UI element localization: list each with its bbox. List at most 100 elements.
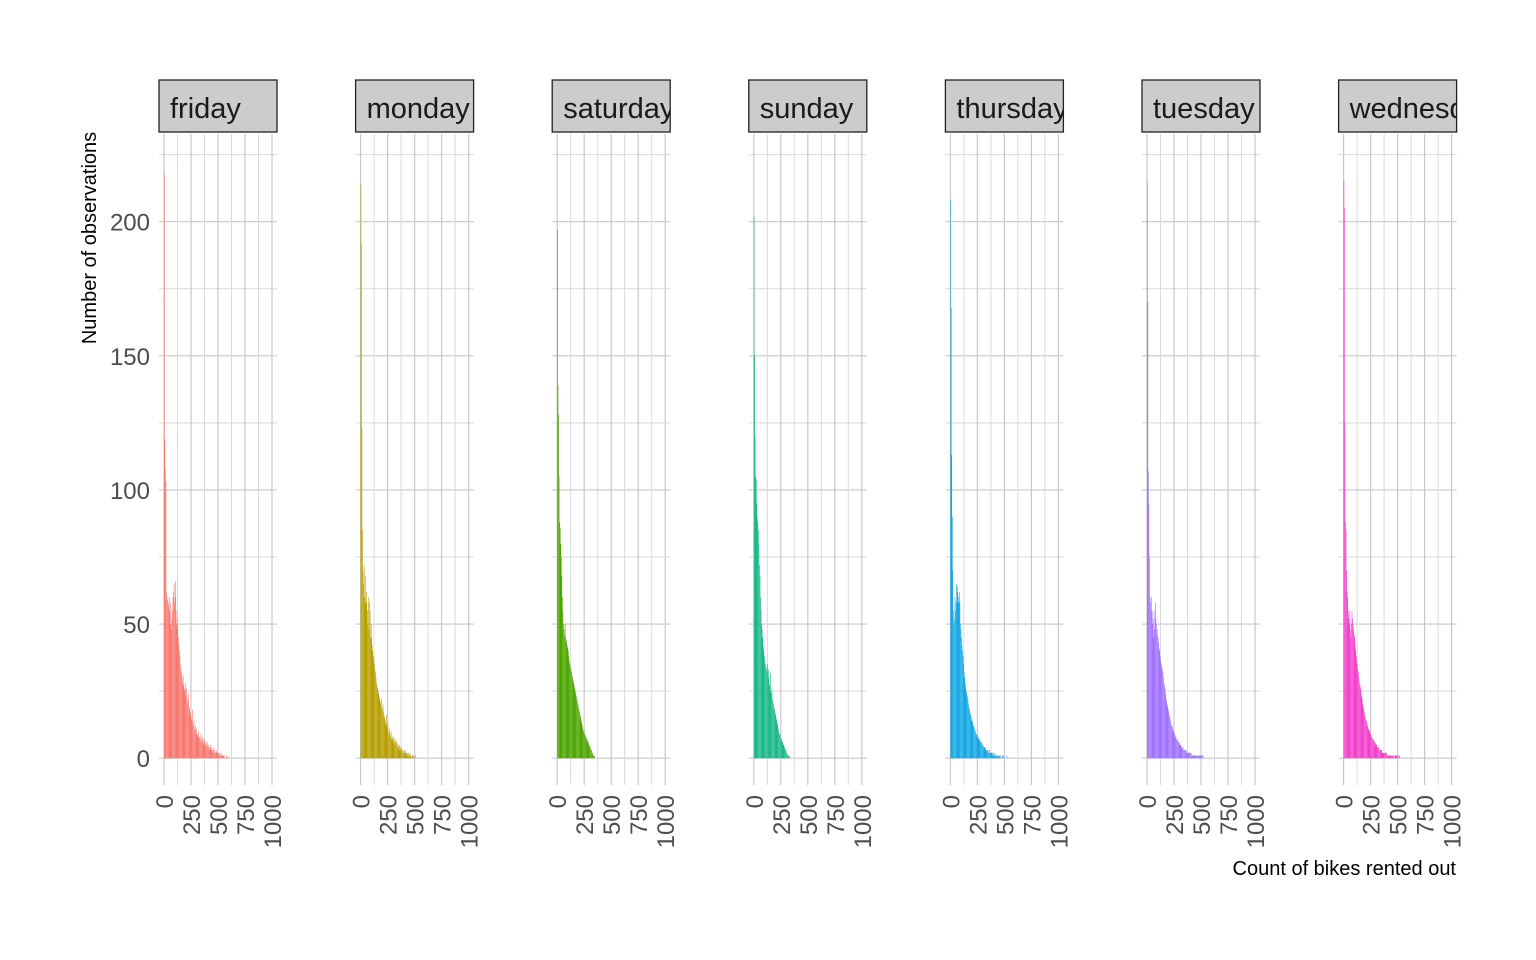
histogram-bar	[566, 642, 567, 759]
histogram-bar	[1162, 672, 1164, 759]
histogram-bar	[175, 581, 176, 759]
histogram-bar	[583, 731, 584, 759]
histogram-bar	[1154, 610, 1156, 759]
histogram-bar	[1195, 755, 1197, 759]
histogram-bar	[1396, 755, 1398, 759]
histogram-bar	[593, 755, 595, 759]
histogram-bar	[172, 597, 174, 759]
histogram-bar	[409, 752, 411, 759]
histogram-bar	[1349, 610, 1351, 759]
histogram-bar	[1353, 634, 1355, 759]
histogram-bar	[1192, 755, 1193, 759]
histogram-bar	[363, 583, 364, 759]
histogram-bar	[986, 750, 987, 759]
histogram-bar	[190, 715, 192, 759]
histogram-bar	[1370, 734, 1372, 759]
histogram-bar	[188, 707, 190, 759]
histogram-bar	[585, 736, 587, 759]
histogram-bar	[1348, 618, 1350, 759]
histogram-bar	[785, 750, 787, 759]
histogram-bar	[181, 677, 183, 759]
histogram-bar	[1364, 715, 1366, 759]
histogram-bar	[1352, 618, 1353, 759]
x-tick-label: 750	[233, 795, 260, 835]
histogram-bar	[1364, 712, 1365, 759]
histogram-bar	[1366, 723, 1368, 759]
histogram-bar	[383, 715, 385, 759]
histogram-bar	[399, 750, 401, 759]
histogram-bar	[952, 570, 954, 759]
histogram-bar	[360, 184, 362, 759]
histogram-bar	[1352, 624, 1354, 759]
facet-strip	[944, 79, 1065, 133]
histogram-bar	[1189, 752, 1190, 759]
histogram-bar	[584, 734, 585, 759]
histogram-bar	[173, 591, 174, 759]
histogram-bar	[1379, 750, 1380, 759]
histogram-bar	[562, 597, 563, 759]
histogram-bar	[379, 699, 381, 759]
histogram-bar	[1177, 742, 1179, 759]
histogram-bar	[222, 755, 224, 759]
histogram-bar	[994, 752, 996, 759]
histogram-bar	[761, 629, 763, 759]
histogram-bar	[226, 755, 227, 759]
histogram-bar	[1196, 755, 1197, 759]
x-tick-label: 250	[376, 795, 403, 835]
histogram-bar	[983, 747, 985, 759]
histogram-bar	[1386, 752, 1387, 759]
histogram-bar	[951, 455, 953, 759]
histogram-bar	[174, 597, 176, 759]
histogram-bar	[1006, 755, 1008, 759]
histogram-bar	[1367, 728, 1369, 759]
histogram-bar	[369, 610, 371, 759]
histogram-bar	[563, 629, 565, 759]
histogram-bar	[962, 650, 963, 759]
facet-panel-sunday: sunday 0 250 500 750 1000	[742, 79, 877, 848]
histogram-bar	[975, 731, 976, 759]
histogram-bar	[1346, 591, 1348, 759]
x-tick-label: 250	[965, 795, 992, 835]
histogram-bar	[578, 707, 579, 759]
histogram-bar	[1393, 755, 1394, 759]
histogram-bar	[1392, 755, 1393, 759]
histogram-bar	[561, 575, 563, 759]
histogram-bar	[197, 734, 199, 759]
histogram-bar	[582, 725, 583, 759]
histogram-bar	[387, 728, 388, 759]
facet-strip-label: thursday	[956, 93, 1068, 125]
histogram-bar	[560, 557, 562, 759]
histogram-bar	[771, 693, 772, 759]
histogram-bar	[1347, 610, 1349, 759]
histogram-bar	[1384, 752, 1386, 759]
histogram-bar	[179, 650, 180, 759]
histogram-bar	[1175, 736, 1177, 759]
histogram-bar	[773, 707, 775, 759]
histogram-bar	[764, 661, 766, 759]
histogram-bar	[198, 736, 200, 759]
histogram-bar	[995, 755, 996, 759]
histogram-bar	[381, 699, 382, 759]
histogram-bar	[956, 591, 958, 759]
histogram-bar	[969, 712, 971, 759]
histogram-bar	[400, 747, 401, 759]
histogram-bar	[389, 736, 391, 759]
histogram-bar	[589, 747, 591, 759]
histogram-bar	[398, 744, 400, 759]
histogram-bar	[199, 739, 200, 759]
histogram-bar	[760, 610, 762, 759]
histogram-bar	[184, 691, 186, 759]
histogram-bar	[786, 752, 787, 759]
histogram-bar	[579, 712, 580, 759]
histogram-bar	[182, 683, 183, 759]
histogram-bar	[783, 744, 785, 759]
histogram-bar	[970, 717, 972, 759]
histogram-bar	[999, 755, 1001, 759]
x-tick-label: 750	[1019, 795, 1046, 835]
histogram-bar	[384, 720, 386, 759]
histogram-bar	[559, 522, 560, 759]
histogram-bar	[768, 669, 769, 759]
histogram-bar	[765, 666, 767, 759]
histogram-bar	[375, 672, 376, 759]
facet-strip	[551, 79, 671, 133]
